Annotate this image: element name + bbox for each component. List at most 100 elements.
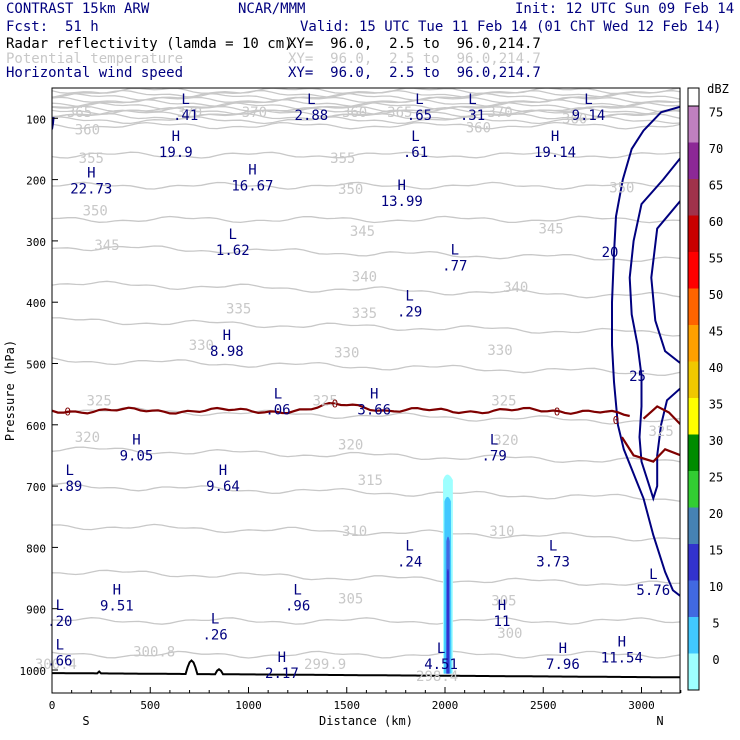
colorbar-swatch	[688, 215, 699, 252]
colorbar-swatch	[688, 434, 699, 471]
theta-label: 370	[177, 105, 202, 121]
theta-contour	[52, 88, 680, 95]
wind-extrema-type: H	[172, 129, 180, 145]
theta-label: 315	[358, 473, 383, 489]
wind-extrema-value: .77	[442, 258, 467, 274]
wind-extrema-type: L	[293, 583, 301, 599]
theta-contour	[52, 113, 680, 120]
theta-contour	[52, 99, 680, 107]
colorbar-level-label: 30	[709, 434, 723, 448]
center-name: NCAR/MMM	[238, 1, 306, 17]
y-tick-label: 300	[26, 236, 46, 249]
theta-contour	[52, 106, 680, 115]
x-tick-label: 1000	[235, 699, 262, 712]
x-tick-label: 1500	[334, 699, 361, 712]
colorbar-level-label: 40	[709, 361, 723, 375]
wind-extrema-value: .65	[407, 108, 432, 124]
plot-frame	[51, 87, 681, 694]
wind-extrema-value: .06	[265, 402, 290, 418]
wind-isotachs	[52, 105, 680, 598]
theta-contour	[52, 89, 680, 98]
wind-extrema-value: 9.05	[120, 448, 154, 464]
reflectivity-shading	[443, 474, 453, 674]
wind-extrema-value: .89	[57, 479, 82, 495]
colorbar-swatch	[688, 544, 699, 581]
colorbar: dBZ 0 5 10 15 20 25 30 35 40 45 50 55 60 65 70 75	[687, 82, 729, 691]
theta-contour	[52, 215, 680, 224]
colorbar-level-label: 0	[712, 653, 719, 667]
terrain-surface	[52, 659, 680, 679]
theta-contour	[52, 317, 680, 337]
theta-contour	[52, 245, 680, 262]
wind-extrema-value: .41	[173, 108, 198, 124]
theta-label: 360	[75, 122, 100, 138]
zero-contour	[52, 401, 630, 418]
y-tick-label: 1000	[20, 665, 47, 678]
wind-extrema-value: .24	[397, 554, 422, 570]
colorbar-top-cap	[687, 87, 700, 107]
y-tick-label: 400	[26, 297, 46, 310]
wind-extrema-value: 1.62	[216, 243, 250, 259]
theta-label: 330	[487, 343, 512, 359]
colorbar-level-label: 65	[709, 179, 723, 193]
wind-extrema-value: 4.51	[424, 657, 458, 673]
wind-extrema-type: L	[584, 92, 592, 108]
y-tick-label: 700	[26, 481, 46, 494]
colorbar-swatch	[688, 507, 699, 544]
colorbar-level-label: 25	[709, 471, 723, 485]
wind-extrema-type: H	[618, 635, 626, 651]
wind-extrema-value: .79	[481, 448, 506, 464]
theta-label: 365	[67, 105, 92, 121]
colorbar-level-label: 55	[709, 252, 723, 266]
zero-contour-east	[620, 436, 680, 463]
colorbar-frame	[687, 105, 700, 691]
wind-extrema-value: 11	[494, 614, 511, 630]
theta-label: 340	[503, 280, 528, 296]
field-wind-name: Horizontal wind speed	[6, 65, 184, 81]
theta-label: 325	[491, 393, 516, 409]
model-title: CONTRAST 15km ARW	[6, 1, 150, 17]
zero-line-label: 0	[332, 397, 339, 410]
wind-extrema-value: 7.96	[546, 657, 580, 673]
y-axis-label: Pressure (hPa)	[3, 340, 17, 441]
wind-extrema-type: H	[223, 328, 231, 344]
wind-extrema-type: L	[229, 227, 237, 243]
theta-contour	[52, 109, 680, 118]
valid-time: Valid: 15 UTC Tue 11 Feb 14 (01 ChT Wed …	[300, 19, 722, 35]
theta-label: 360	[342, 105, 367, 121]
fcst-value: 51 h	[65, 19, 99, 35]
wind-extrema-type: L	[415, 92, 423, 108]
colorbar-swatch	[688, 106, 699, 143]
fcst-label: Fcst:	[6, 19, 49, 35]
colorbar-level-label: 5	[712, 617, 719, 631]
wind-extrema-type: H	[248, 163, 256, 179]
theta-label: 325	[87, 393, 112, 409]
theta-contour	[52, 446, 680, 463]
theta-label: 370	[487, 105, 512, 121]
wind-extrema-type: L	[405, 538, 413, 554]
field-wind-xy: XY= 96.0, 2.5 to 96.0,214.7	[288, 65, 541, 81]
zero-line-label: 0	[554, 405, 561, 418]
init-time: Init: 12 UTC Sun 09 Feb 14	[515, 1, 735, 17]
theta-label: 325	[649, 424, 674, 440]
y-tick-label: 500	[26, 359, 46, 372]
isotach-25	[628, 156, 680, 502]
field-reflectivity-name: Radar reflectivity (lamda = 10 cm)	[6, 36, 293, 52]
wind-extrema-type: L	[468, 92, 476, 108]
reflectivity-20dbz	[446, 568, 450, 674]
x-tick-label: 500	[140, 699, 160, 712]
theta-label: 355	[79, 151, 104, 167]
theta-contour	[52, 569, 680, 586]
theta-contour	[52, 151, 680, 159]
theta-label: 335	[226, 301, 251, 317]
wind-extrema-type: L	[181, 92, 189, 108]
wind-extrema-value: 19.9	[159, 145, 193, 161]
theta-label: 345	[94, 238, 119, 254]
colorbar-swatch	[688, 142, 699, 179]
zero-line-label: 0	[613, 414, 620, 427]
theta-label: 300	[497, 626, 522, 642]
wind-extrema-value: 9.51	[100, 599, 134, 615]
theta-label: 360	[466, 120, 491, 136]
colorbar-swatch	[688, 580, 699, 617]
